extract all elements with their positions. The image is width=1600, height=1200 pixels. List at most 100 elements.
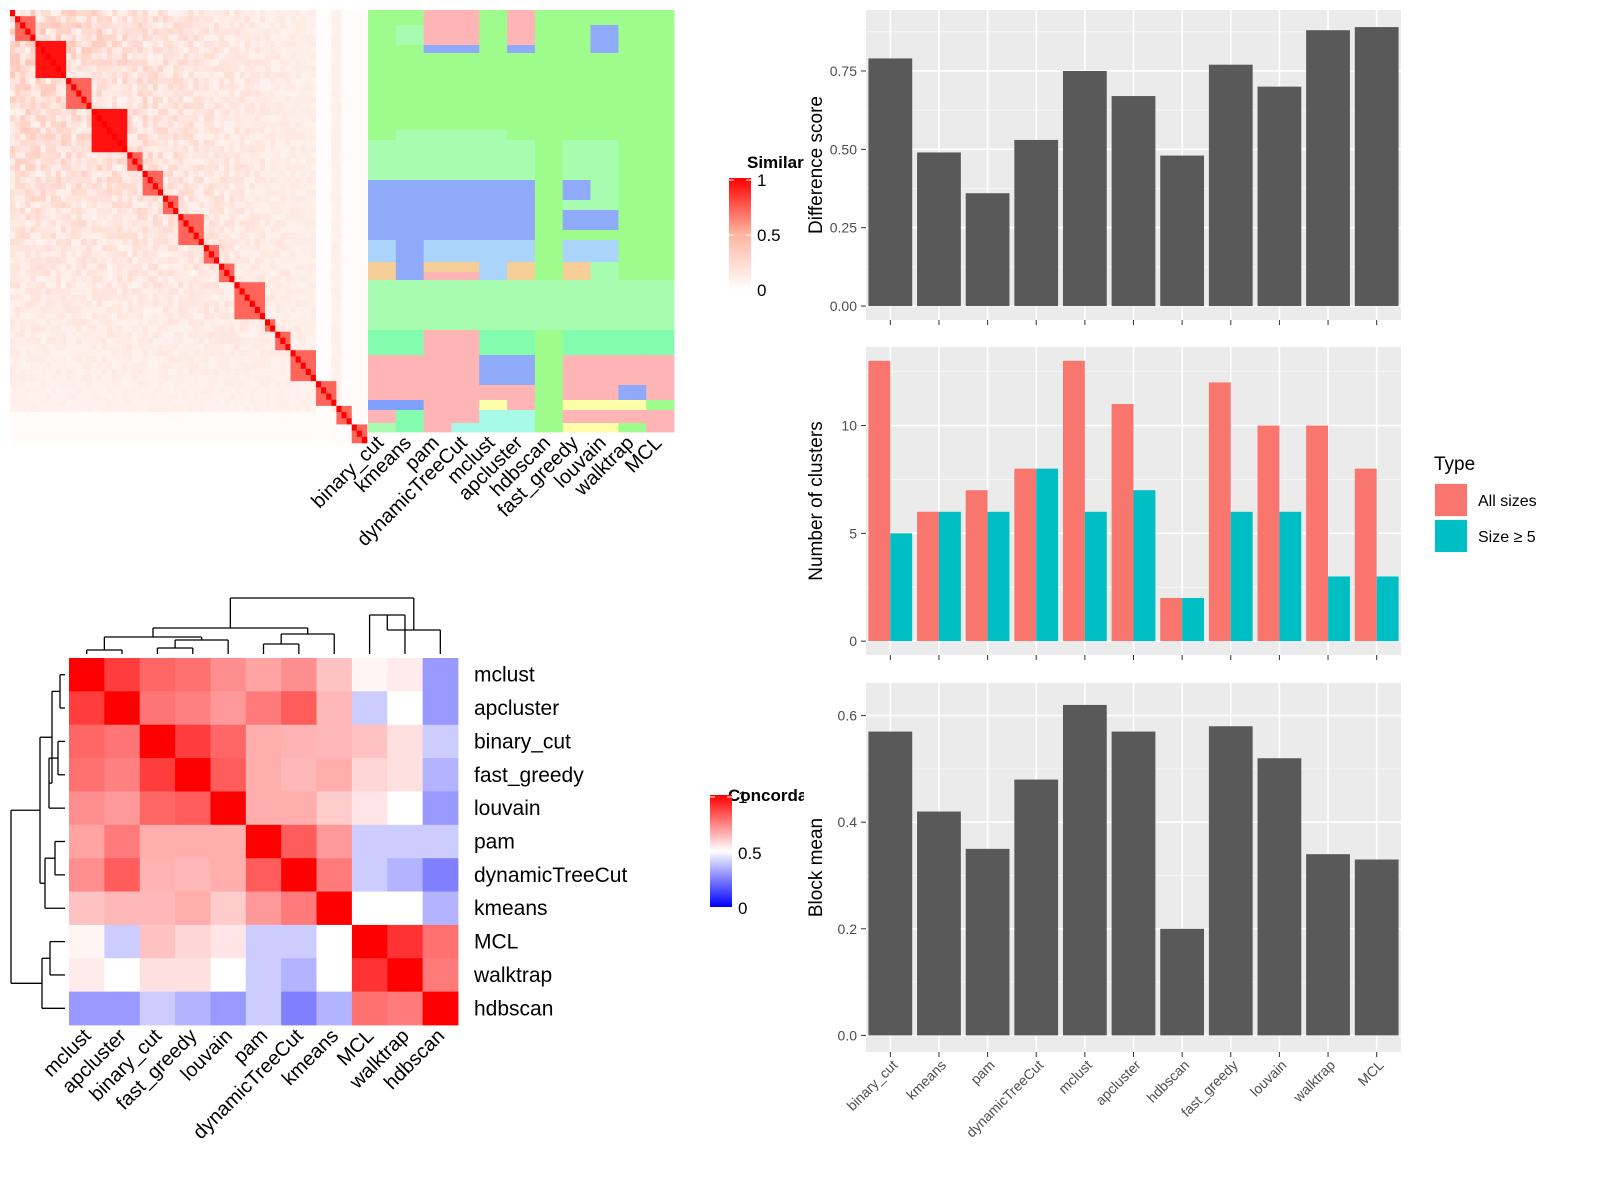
similarity-cell [203, 245, 210, 252]
similarity-cell [193, 387, 199, 394]
similarity-cell [25, 10, 31, 17]
similarity-cell [280, 108, 286, 116]
similarity-cell [81, 405, 87, 413]
similarity-cell [15, 300, 21, 308]
similarity-cell [239, 226, 245, 233]
similarity-cell [193, 430, 199, 438]
similarity-cell [336, 170, 342, 178]
similarity-cell [76, 47, 82, 54]
similarity-cell [30, 306, 36, 314]
similarity-cell [208, 16, 215, 23]
similarity-cell [15, 251, 21, 258]
similarity-cell [66, 207, 72, 215]
similarity-cell [290, 53, 296, 60]
similarity-cell [127, 78, 133, 85]
similarity-cell [50, 263, 57, 271]
similarity-cell [178, 282, 184, 289]
similarity-cell [61, 121, 67, 128]
similarity-cell [229, 325, 235, 332]
similarity-cell [20, 121, 26, 128]
similarity-cell [234, 84, 240, 91]
similarity-cell [35, 16, 41, 23]
similarity-cell [193, 10, 199, 17]
similarity-cell [35, 306, 41, 314]
similarity-cell [101, 313, 108, 320]
similarity-cell [316, 10, 322, 17]
similarity-cell [280, 10, 286, 17]
similarity-cell [30, 158, 36, 165]
similarity-cell [265, 350, 271, 357]
similarity-cell [244, 418, 250, 425]
similarity-cell [147, 96, 154, 104]
similarity-cell [361, 96, 368, 104]
similarity-cell [127, 177, 133, 184]
similarity-cell [249, 412, 256, 419]
similarity-cell [178, 177, 184, 184]
similarity-cell [275, 319, 281, 326]
similarity-cell [106, 405, 113, 413]
annotation-cell [562, 53, 591, 131]
similarity-cell [81, 344, 87, 351]
similarity-cell [214, 344, 220, 351]
similarity-cell [239, 381, 245, 388]
similarity-cell [157, 201, 164, 209]
similarity-cell [208, 146, 215, 153]
similarity-cell [270, 269, 276, 277]
similarity-cell [285, 152, 291, 159]
similarity-cell [168, 232, 174, 240]
similarity-cell [356, 96, 363, 104]
similarity-cell [326, 288, 332, 295]
similarity-cell [203, 405, 210, 413]
similarity-cell [10, 189, 16, 196]
similarity-cell [321, 47, 327, 54]
similarity-cell [234, 288, 240, 295]
similarity-cell [244, 313, 250, 320]
similarity-cell [183, 232, 189, 240]
similarity-cell [275, 436, 281, 444]
similarity-cell [178, 288, 184, 295]
similarity-cell [142, 71, 148, 79]
similarity-cell [290, 28, 296, 36]
similarity-cell [50, 214, 57, 221]
similarity-cell [326, 195, 332, 203]
similarity-cell [86, 108, 92, 116]
similarity-cell [290, 214, 296, 221]
similarity-cell [270, 170, 276, 178]
similarity-cell [239, 121, 245, 128]
similarity-cell [76, 201, 82, 209]
similarity-cell [224, 331, 230, 339]
similarity-cell [127, 96, 133, 104]
similarity-cell [137, 183, 143, 190]
similarity-cell [356, 214, 363, 221]
similarity-cell [127, 251, 133, 258]
similarity-cell [361, 436, 368, 444]
similarity-cell [254, 319, 261, 326]
similarity-cell [106, 207, 113, 215]
similarity-cell [341, 306, 347, 314]
similarity-cell [265, 418, 271, 425]
similarity-cell [91, 127, 97, 135]
similarity-cell [310, 331, 317, 339]
similarity-cell [178, 399, 184, 407]
similarity-cell [168, 84, 174, 91]
similarity-cell [270, 282, 276, 289]
similarity-cell [224, 393, 230, 400]
similarity-cell [81, 28, 87, 36]
similarity-cell [356, 325, 363, 332]
similarity-cell [239, 374, 245, 382]
similarity-cell [142, 207, 148, 215]
similarity-cell [244, 195, 250, 203]
similarity-cell [280, 28, 286, 36]
similarity-cell [163, 34, 169, 42]
similarity-cell [25, 430, 31, 438]
similarity-cell [40, 269, 46, 277]
similarity-cell [290, 387, 296, 394]
similarity-cell [173, 294, 179, 302]
annotation-cell [590, 130, 619, 141]
similarity-cell [112, 177, 118, 184]
similarity-cell [96, 133, 103, 141]
similarity-cell [132, 65, 138, 73]
similarity-cell [168, 319, 174, 326]
similarity-cell [265, 313, 271, 320]
similarity-cell [188, 275, 194, 283]
